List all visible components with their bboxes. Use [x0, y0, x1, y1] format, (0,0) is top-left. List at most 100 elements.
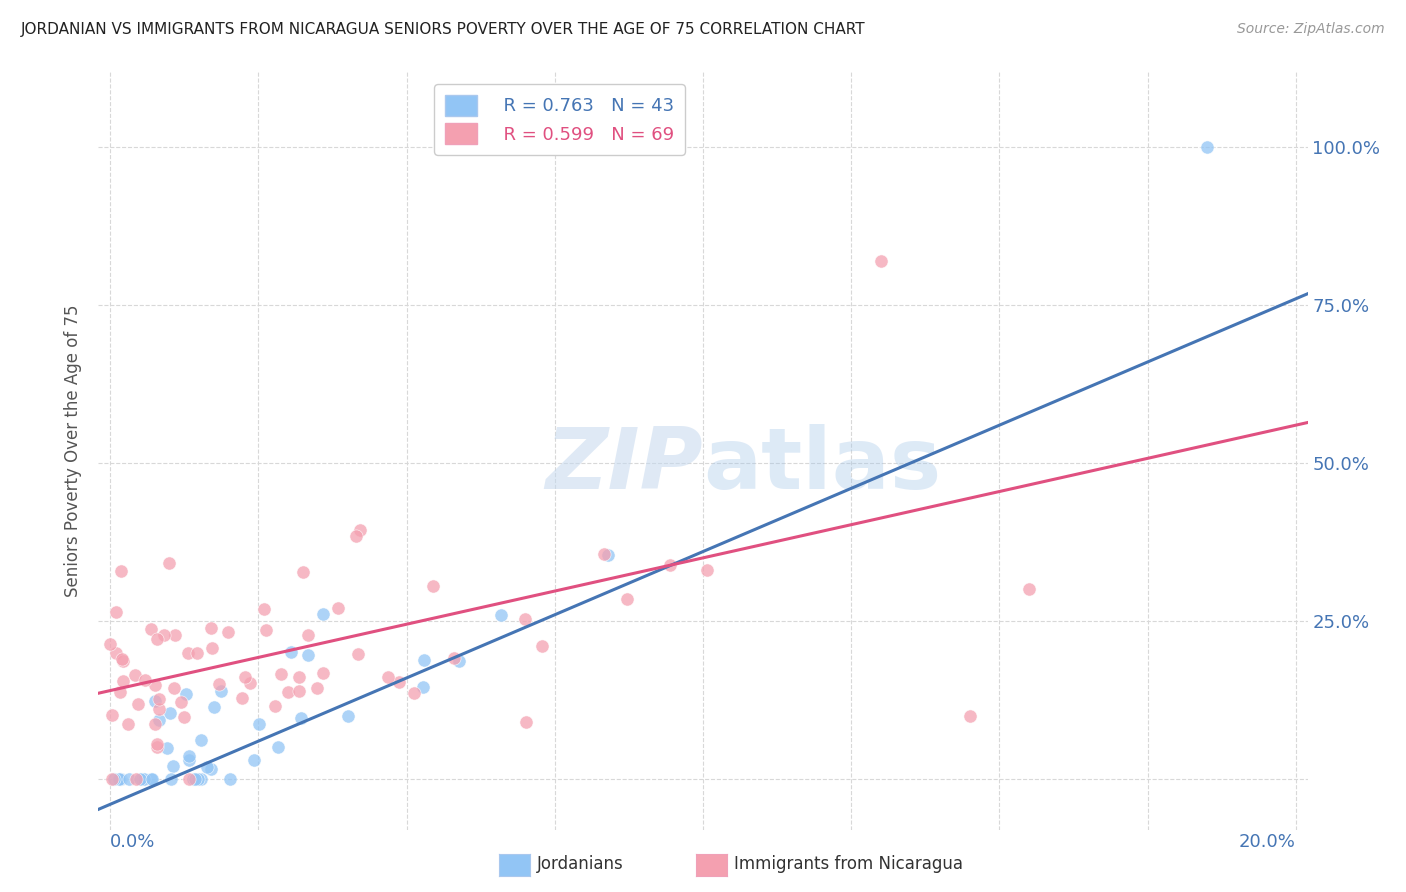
Point	[209, 683, 232, 698]
Point	[208, 677, 231, 691]
Point	[174, 687, 197, 701]
Point	[131, 772, 153, 786]
Point	[1195, 140, 1218, 154]
Point	[202, 700, 225, 714]
Point	[117, 716, 139, 731]
Point	[146, 632, 169, 646]
Point	[125, 772, 148, 786]
Y-axis label: Seniors Poverty Over the Age of 75: Seniors Poverty Over the Age of 75	[65, 304, 83, 597]
Point	[190, 772, 212, 786]
Point	[659, 558, 682, 573]
Point	[1018, 582, 1040, 597]
Point	[160, 772, 183, 786]
Point	[108, 772, 131, 786]
Point	[118, 772, 141, 786]
Point	[404, 686, 426, 700]
Point	[103, 772, 125, 786]
Point	[111, 652, 134, 666]
Point	[143, 678, 166, 692]
Point	[344, 529, 367, 543]
Point	[170, 695, 193, 709]
Point	[412, 653, 434, 667]
Point	[491, 608, 513, 623]
Point	[422, 579, 444, 593]
Point	[101, 772, 124, 786]
Point	[143, 717, 166, 731]
Point	[162, 758, 184, 772]
Point	[129, 772, 152, 786]
Point	[280, 645, 302, 659]
Text: JORDANIAN VS IMMIGRANTS FROM NICARAGUA SENIORS POVERTY OVER THE AGE OF 75 CORREL: JORDANIAN VS IMMIGRANTS FROM NICARAGUA S…	[21, 22, 866, 37]
Point	[201, 640, 224, 655]
Point	[696, 563, 718, 577]
Point	[959, 708, 981, 723]
Point	[165, 627, 187, 641]
Point	[326, 601, 349, 615]
Point	[254, 623, 277, 637]
Point	[239, 676, 262, 690]
Point	[513, 612, 536, 626]
Point	[110, 772, 132, 786]
Text: Jordanians: Jordanians	[537, 855, 624, 873]
Point	[184, 772, 207, 786]
Point	[100, 708, 122, 723]
Point	[127, 697, 149, 711]
Point	[148, 702, 170, 716]
Text: 0.0%: 0.0%	[110, 833, 156, 851]
Point	[264, 699, 287, 714]
Point	[148, 692, 170, 706]
Point	[98, 637, 121, 651]
Point	[412, 680, 434, 694]
Point	[111, 673, 134, 688]
Point	[148, 713, 170, 727]
Point	[219, 772, 242, 786]
Point	[110, 564, 132, 578]
Point	[377, 670, 399, 684]
Point	[349, 523, 371, 537]
Point	[181, 772, 204, 786]
Text: Immigrants from Nicaragua: Immigrants from Nicaragua	[734, 855, 963, 873]
Point	[177, 646, 200, 660]
Point	[159, 706, 181, 720]
Text: 20.0%: 20.0%	[1239, 833, 1296, 851]
Point	[200, 621, 222, 635]
Point	[157, 556, 180, 570]
Point	[270, 667, 292, 681]
Point	[143, 694, 166, 708]
Point	[177, 749, 200, 764]
Point	[110, 684, 132, 698]
Text: atlas: atlas	[703, 424, 941, 508]
Point	[173, 710, 195, 724]
Point	[596, 548, 619, 562]
Point	[231, 691, 253, 706]
Point	[146, 740, 169, 755]
Point	[288, 670, 311, 684]
Point	[253, 602, 276, 616]
Point	[869, 254, 891, 268]
Point	[336, 708, 359, 723]
Point	[243, 753, 266, 767]
Point	[288, 683, 311, 698]
Point	[305, 681, 328, 695]
Point	[141, 772, 163, 786]
Point	[139, 622, 162, 636]
Point	[297, 648, 319, 663]
Point	[163, 681, 186, 695]
Point	[312, 666, 335, 681]
Text: ZIP: ZIP	[546, 424, 703, 508]
Point	[267, 740, 290, 755]
Point	[190, 733, 212, 747]
Point	[443, 650, 465, 665]
Point	[177, 753, 200, 767]
Point	[134, 772, 156, 786]
Point	[134, 673, 156, 687]
Point	[139, 772, 162, 786]
Point	[531, 639, 554, 653]
Point	[112, 654, 135, 668]
Point	[347, 647, 370, 661]
Point	[247, 717, 270, 731]
Point	[449, 654, 471, 668]
Point	[124, 667, 146, 681]
Point	[104, 646, 127, 660]
Point	[156, 740, 179, 755]
